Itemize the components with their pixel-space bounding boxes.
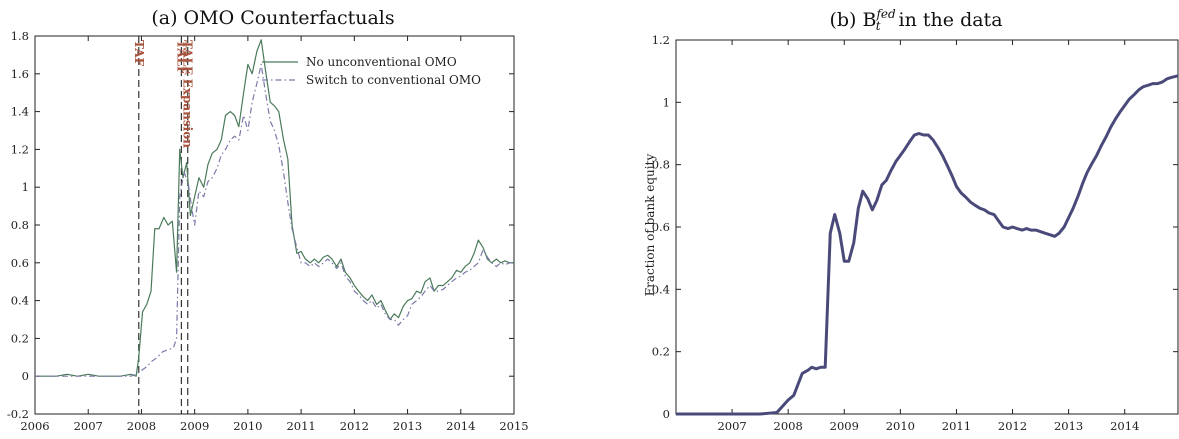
x-tick-label: 2008 [774,419,803,433]
y-tick-label: 1.4 [11,105,29,119]
panel-b-title: (b) Bfed t in the data [829,7,1002,33]
y-tick-label: 0.2 [11,331,29,345]
x-tick-label: 2015 [499,419,528,433]
x-tick-label: 2012 [340,419,369,433]
x-tick-label: 2010 [886,419,915,433]
y-tick-label: 1 [22,180,29,194]
y-tick-label: -0.2 [7,407,29,421]
panel-b-x-axis: 2007 2008 2009 2010 2011 2012 2013 2014 [717,40,1139,433]
panel-b-series [676,74,1179,416]
y-tick-label: 0 [663,407,670,421]
series-line [35,39,514,377]
y-tick-label: 0.4 [11,294,29,308]
x-tick-label: 2009 [830,419,859,433]
x-tick-label: 2010 [233,419,262,433]
x-tick-label: 2012 [998,419,1027,433]
y-tick-label: 1.2 [11,142,29,156]
panel-b-fed-holdings: (b) Bfed t in the data Fraction of bank e… [643,7,1179,433]
x-tick-label: 2011 [286,419,315,433]
y-tick-label: 0.8 [11,218,29,232]
event-label: TALF [174,40,188,75]
x-tick-label: 2013 [393,419,422,433]
event-label: TAF [132,40,146,67]
panel-b-y-axis-label: Fraction of bank equity [643,154,657,297]
y-tick-label: 1 [663,95,670,109]
panel-b-y-axis: 0 0.2 0.4 0.6 0.8 1 1.2 [652,33,1178,421]
legend-label-switch-conventional: Switch to conventional OMO [306,73,481,87]
x-tick-label: 2008 [127,419,156,433]
x-tick-label: 2006 [20,419,49,433]
x-tick-label: 2011 [942,419,971,433]
y-tick-label: 0.8 [652,158,670,172]
panel-a-legend: No unconventional OMO Switch to conventi… [262,55,481,87]
x-tick-label: 2007 [717,419,746,433]
y-tick-label: 0 [22,369,29,383]
legend-label-no-unconventional: No unconventional OMO [306,55,457,69]
y-tick-label: 1.2 [652,33,670,47]
panel-a-title: (a) OMO Counterfactuals [151,7,394,29]
panel-b-axes-box [675,39,1179,415]
panel-a-series [35,39,514,377]
y-tick-label: 1.6 [11,67,29,81]
y-tick-label: 1.8 [11,29,29,43]
series-line [35,63,514,377]
series-line [676,74,1179,416]
y-tick-label: 0.4 [652,282,670,296]
x-tick-label: 2014 [446,419,475,433]
panel-a-y-axis: -0.2 0 0.2 0.4 0.6 0.8 1 1.2 1.4 1.6 1.8 [7,29,514,421]
x-tick-label: 2013 [1054,419,1083,433]
x-tick-label: 2014 [1110,419,1139,433]
x-tick-label: 2007 [74,419,103,433]
y-tick-label: 0.2 [652,345,670,359]
y-tick-label: 0.6 [11,256,29,270]
y-tick-label: 0.6 [652,220,670,234]
panel-a-omo-counterfactuals: (a) OMO Counterfactuals -0.2 0 0.2 0.4 0.6 0.… [7,7,529,433]
event-label: TALF Expansion [181,40,195,148]
panel-a-x-axis: 2006 2007 2008 2009 2010 2011 2012 2013 2014 2015 [20,36,529,433]
x-tick-label: 2009 [180,419,209,433]
panel-a-axes-box [34,35,515,415]
